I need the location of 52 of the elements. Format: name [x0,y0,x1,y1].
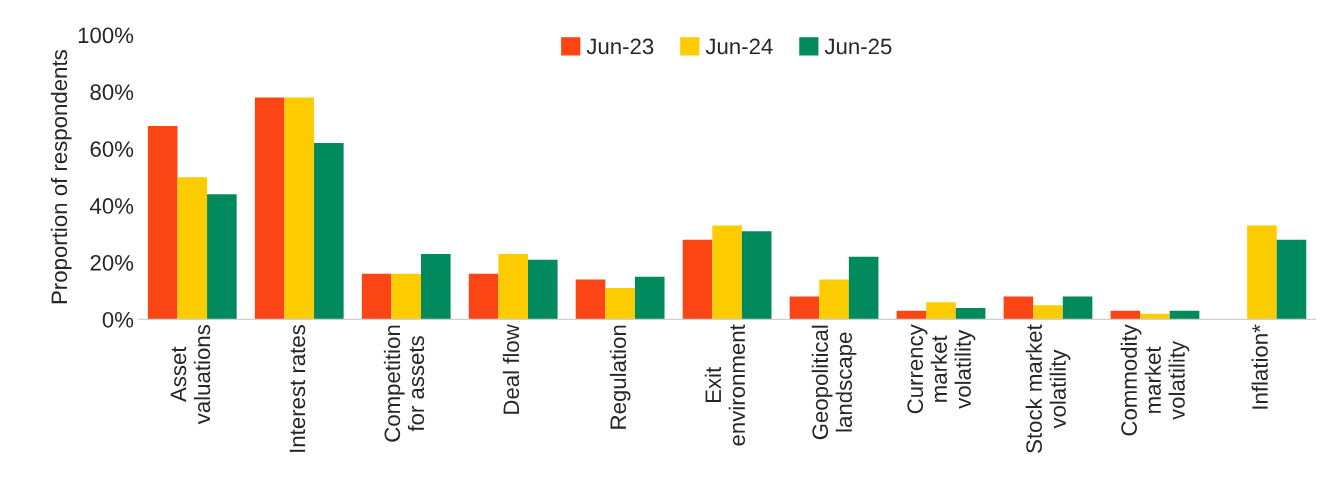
legend-label: Jun-23 [586,38,654,55]
bar [1033,305,1063,320]
x-tick-label: Asset valuations [170,325,211,425]
bar [147,125,178,320]
x-tick-label: Inflation* [1251,324,1268,409]
bar [1247,225,1277,320]
bar [896,310,927,320]
bar [819,279,849,320]
bar [468,273,499,320]
legend-label: Jun-25 [824,38,892,55]
y-tick-label: 0% [102,311,134,328]
bar [955,307,986,320]
x-tick-label: Regulation [609,325,631,429]
x-tick-label: Interest rates [289,325,306,452]
bar [1169,310,1200,320]
bar [1062,296,1093,320]
x-tick-label: Currency market volatility [907,324,976,414]
bar [314,143,344,320]
x-tick-label: Deal flow [502,324,520,414]
bar [498,253,528,320]
bar [741,231,772,320]
bar [1110,310,1141,320]
bar [789,296,820,320]
x-tick-label: Exit environment [704,324,746,446]
x-tick-label: Competition for assets [383,325,425,442]
x-tick-label: Geopolitical landscape [811,325,857,440]
bar [1276,239,1307,320]
bar [634,276,665,320]
bar [177,177,208,320]
bar [712,225,742,320]
bar [605,288,635,320]
bar [361,273,392,320]
bar [254,97,285,320]
bar [1003,296,1034,320]
y-tick-label: 40% [89,198,134,214]
bar [682,239,713,320]
y-axis-title: Proportion of respondents [50,50,72,304]
bar [391,273,422,320]
x-tick-label: Commodity market volatility [1120,324,1190,436]
y-tick-label: 100% [78,27,134,44]
bar [575,279,606,320]
legend-label: Jun-24 [705,38,773,55]
bar [848,256,879,320]
bar [527,259,558,320]
y-tick-label: 20% [90,255,134,271]
x-tick-label: Stock market volatility [1025,324,1071,453]
y-tick-label: 80% [90,84,134,101]
bar [421,253,451,320]
y-tick-label: 60% [90,141,134,157]
bar [207,194,237,320]
bar [284,97,315,320]
bar [926,302,956,320]
